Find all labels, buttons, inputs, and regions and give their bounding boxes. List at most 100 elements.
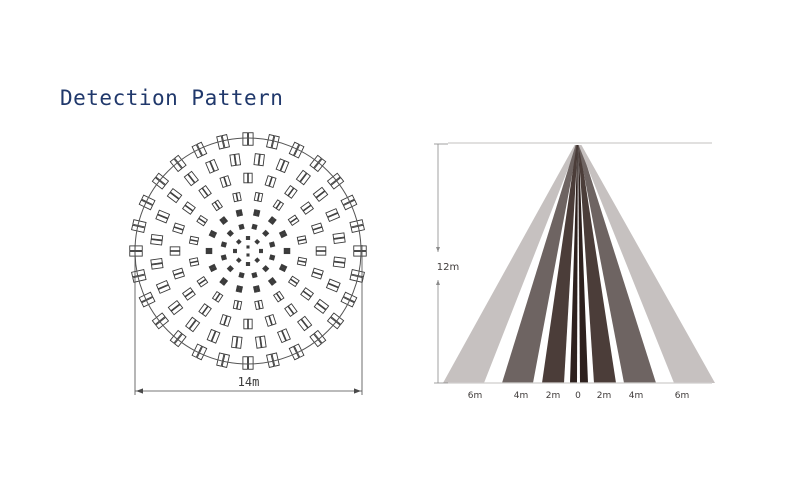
detection-zone <box>267 216 275 224</box>
detection-zone <box>270 277 277 285</box>
detection-zone <box>253 224 258 230</box>
detection-zone <box>233 248 237 252</box>
detection-zone <box>141 296 156 308</box>
detection-zone <box>332 261 346 268</box>
detection-zone <box>237 238 242 244</box>
detection-zone <box>313 302 327 314</box>
detection-zone <box>349 274 364 283</box>
detection-zone <box>268 176 277 188</box>
diameter-dimension-line <box>134 245 363 395</box>
detection-zone <box>271 135 280 150</box>
detection-zone <box>188 257 199 264</box>
detection-zone <box>238 285 244 293</box>
detection-zone <box>296 260 307 267</box>
detection-zone <box>209 229 218 236</box>
detection-zone <box>313 329 327 344</box>
detection-zone <box>221 134 230 149</box>
detection-zone <box>349 219 364 228</box>
detection-zone <box>333 256 346 263</box>
detection-zone <box>254 258 259 264</box>
detection-zone <box>280 263 288 270</box>
detection-zone <box>248 132 254 146</box>
detection-zone <box>340 194 355 206</box>
detection-zone <box>258 153 265 167</box>
detection-zone <box>284 184 295 197</box>
detection-zone <box>257 192 264 203</box>
detection-zone <box>252 209 258 217</box>
detection-zone <box>219 277 226 285</box>
detection-zone <box>170 303 184 316</box>
detection-zone-rings <box>129 132 367 370</box>
detection-zone <box>296 318 309 332</box>
detection-zone <box>255 285 261 293</box>
detection-zone <box>172 267 184 276</box>
detection-zone <box>209 158 220 172</box>
height-dimension-line <box>434 143 448 384</box>
axis-label: 2m <box>546 391 561 401</box>
detection-zone <box>211 290 221 301</box>
axis-label: 4m <box>514 391 529 401</box>
detection-zone <box>131 224 146 233</box>
detection-zone <box>219 217 226 225</box>
detection-zone <box>214 199 224 210</box>
detection-zone <box>173 222 185 231</box>
detection-zone <box>287 278 298 288</box>
detection-zone <box>243 318 249 330</box>
detection-zone <box>262 266 268 273</box>
detection-zone <box>280 232 288 239</box>
detection-zone <box>326 316 341 330</box>
detection-zone <box>191 144 203 159</box>
detection-zone <box>198 214 209 224</box>
detection-zone <box>132 219 147 228</box>
detection-zone <box>266 134 275 149</box>
detection-zone <box>228 229 234 236</box>
detection-zone <box>174 333 187 348</box>
detection-zone <box>242 132 248 146</box>
detection-zone <box>205 160 215 174</box>
detection-zone <box>316 298 330 310</box>
detection-zone <box>191 343 203 358</box>
detection-zone <box>312 267 324 276</box>
detection-zone <box>181 287 194 298</box>
detection-zone <box>342 291 358 303</box>
detection-zone <box>234 153 242 166</box>
detection-zone <box>293 144 305 159</box>
detection-zone <box>332 232 345 240</box>
detection-zone <box>219 176 228 188</box>
detection-zone <box>269 256 275 261</box>
detection-zone <box>248 356 254 370</box>
detection-zone <box>330 177 345 190</box>
detection-zone <box>208 232 216 239</box>
height-label: 12m <box>437 262 459 273</box>
detection-zone <box>150 257 163 265</box>
detection-zone <box>287 214 298 223</box>
detection-zone <box>226 265 233 271</box>
detection-zone <box>295 169 307 183</box>
arrowhead-right <box>354 388 361 394</box>
detection-zone <box>287 303 298 315</box>
detection-zone <box>264 315 273 327</box>
detection-zone <box>235 209 241 217</box>
detection-zone <box>221 216 229 224</box>
detection-zone <box>267 278 275 286</box>
detection-zone <box>297 256 308 263</box>
detection-zone <box>246 245 250 249</box>
detection-zone <box>251 272 256 279</box>
detection-zone <box>283 247 291 252</box>
detection-zone <box>311 222 323 231</box>
detection-zone <box>221 278 229 286</box>
detection-zone <box>129 251 143 257</box>
detection-zone <box>272 292 282 303</box>
detection-zone <box>330 312 345 325</box>
detection-zone <box>278 266 287 273</box>
beam-L2 <box>542 145 578 383</box>
detection-zone <box>247 318 253 330</box>
detection-zone <box>221 241 227 246</box>
arrowhead-down <box>436 280 440 285</box>
detection-zone <box>309 333 322 348</box>
detection-zone <box>231 335 238 349</box>
detection-zone <box>240 223 245 230</box>
detection-zone <box>313 158 327 173</box>
diameter-label: 14m <box>238 375 260 389</box>
detection-zone <box>196 345 208 361</box>
